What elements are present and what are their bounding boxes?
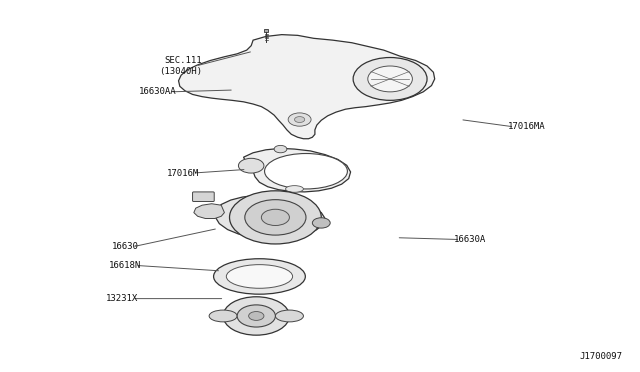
Polygon shape bbox=[216, 195, 325, 238]
Text: 17016M: 17016M bbox=[166, 169, 199, 177]
Circle shape bbox=[245, 200, 306, 235]
Polygon shape bbox=[244, 148, 351, 192]
Circle shape bbox=[230, 191, 321, 244]
Circle shape bbox=[353, 58, 427, 100]
Circle shape bbox=[237, 305, 275, 327]
Text: SEC.111
(13040H): SEC.111 (13040H) bbox=[159, 56, 202, 76]
Circle shape bbox=[239, 158, 264, 173]
Bar bbox=[264, 29, 268, 32]
Text: 16630: 16630 bbox=[111, 243, 138, 251]
Circle shape bbox=[274, 145, 287, 153]
Text: 13231X: 13231X bbox=[106, 294, 138, 303]
Ellipse shape bbox=[214, 259, 305, 294]
Circle shape bbox=[248, 311, 264, 320]
Circle shape bbox=[288, 113, 311, 126]
Text: 16630AA: 16630AA bbox=[139, 87, 177, 96]
Text: 16630A: 16630A bbox=[454, 235, 486, 244]
Text: 16618N: 16618N bbox=[109, 261, 141, 270]
Circle shape bbox=[368, 66, 412, 92]
Ellipse shape bbox=[264, 154, 348, 189]
Circle shape bbox=[223, 297, 289, 335]
Circle shape bbox=[312, 218, 330, 228]
Polygon shape bbox=[179, 35, 435, 139]
Text: J1700097: J1700097 bbox=[580, 352, 623, 361]
Ellipse shape bbox=[209, 310, 237, 322]
Circle shape bbox=[261, 209, 289, 225]
Ellipse shape bbox=[227, 264, 292, 288]
Ellipse shape bbox=[275, 310, 303, 322]
Circle shape bbox=[294, 116, 305, 122]
FancyBboxPatch shape bbox=[193, 192, 214, 202]
Polygon shape bbox=[194, 204, 225, 218]
Text: 17016MA: 17016MA bbox=[508, 122, 546, 131]
Ellipse shape bbox=[285, 186, 303, 192]
